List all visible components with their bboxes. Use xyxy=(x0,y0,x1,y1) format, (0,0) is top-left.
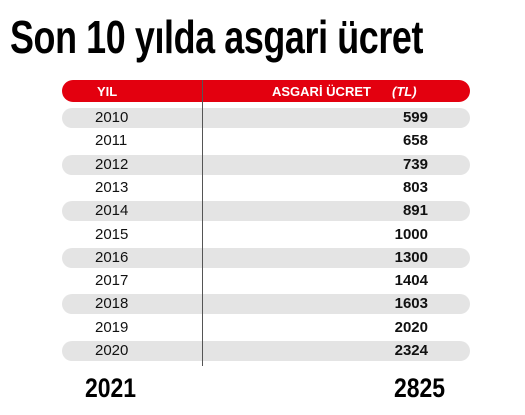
year-cell: 2018 xyxy=(95,295,129,313)
wage-cell: 2324 xyxy=(394,342,428,359)
year-cell: 2014 xyxy=(95,202,129,220)
row-background xyxy=(62,341,470,361)
header-wage: ASGARİ ÜCRET xyxy=(272,84,371,99)
year-cell: 2012 xyxy=(95,155,129,173)
row-background xyxy=(62,294,470,315)
wage-cell: 1603 xyxy=(394,295,428,313)
wage-cell: 891 xyxy=(402,202,428,220)
year-cell: 2020 xyxy=(95,342,129,359)
wage-cell: 599 xyxy=(402,109,428,126)
wage-cell: 739 xyxy=(402,155,428,173)
highlight-value: 2825 xyxy=(393,373,445,403)
header-year: YIL xyxy=(97,84,118,99)
title: Son 10 yılda asgari ücret xyxy=(10,11,424,63)
year-cell: 2017 xyxy=(95,272,129,290)
wage-cell: 1404 xyxy=(394,272,428,290)
year-cell: 2016 xyxy=(95,248,129,266)
year-cell: 2013 xyxy=(95,178,129,196)
row-background xyxy=(62,108,470,128)
header-unit: (TL) xyxy=(392,84,417,99)
row-background xyxy=(62,201,470,222)
year-cell: 2011 xyxy=(95,132,128,150)
row-background xyxy=(62,247,470,268)
wage-cell: 2020 xyxy=(394,318,428,336)
wage-cell: 1000 xyxy=(394,225,428,243)
row-background xyxy=(62,154,470,175)
column-separator xyxy=(202,80,203,366)
wage-cell: 1300 xyxy=(394,248,428,266)
wage-cell: 803 xyxy=(402,178,428,196)
year-cell: 2019 xyxy=(95,318,129,336)
year-cell: 2015 xyxy=(95,225,129,243)
highlight-year: 2021 xyxy=(85,373,137,403)
table-header xyxy=(62,80,470,102)
wage-cell: 658 xyxy=(402,132,428,150)
year-cell: 2010 xyxy=(95,109,129,126)
